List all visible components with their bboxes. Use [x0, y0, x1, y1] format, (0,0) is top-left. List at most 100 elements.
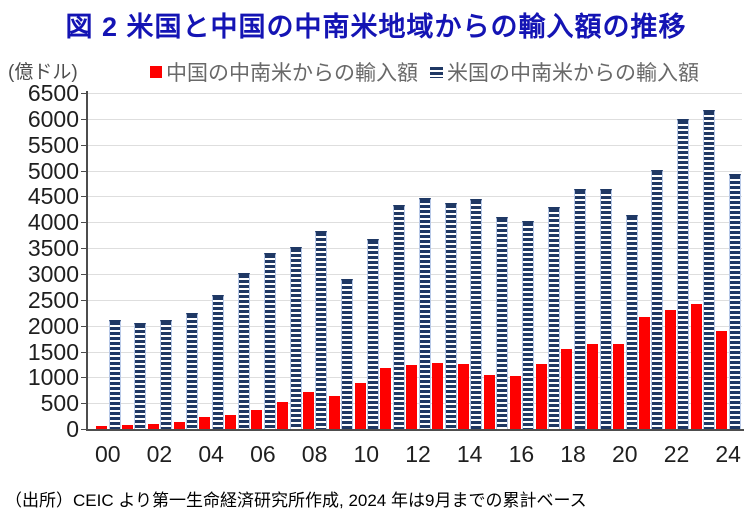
- x-axis-tick-label: 14: [456, 441, 483, 467]
- y-axis-tick-mark: [81, 377, 86, 379]
- y-axis-tick-mark: [81, 273, 86, 275]
- y-axis-tick-label: 4000: [27, 209, 79, 236]
- bar-china-2001: [121, 425, 133, 429]
- plot-area: [88, 93, 742, 429]
- bar-us-2023: [703, 109, 716, 429]
- y-axis-unit-label: (億ドル): [8, 62, 78, 83]
- bar-us-2011: [392, 205, 405, 429]
- bar-china-2024: [716, 331, 728, 429]
- x-axis-tick-label: 06: [250, 441, 276, 467]
- gridline: [88, 325, 742, 327]
- y-axis-tick-mark: [81, 248, 86, 250]
- y-axis-tick-label: 6000: [27, 105, 79, 132]
- x-axis-tick-label: 04: [198, 441, 224, 467]
- legend-label-china: 中国の中南米からの輸入額: [166, 62, 418, 85]
- bar-china-2011: [380, 367, 392, 429]
- chart-legend: 中国の中南米からの輸入額 米国の中南米からの輸入額: [150, 57, 699, 87]
- bar-china-2009: [328, 396, 340, 429]
- bar-us-2015: [496, 217, 509, 429]
- bar-us-2010: [367, 238, 379, 429]
- bar-china-2010: [354, 382, 366, 429]
- y-axis-tick-mark: [81, 93, 86, 94]
- bar-china-2020: [613, 344, 624, 429]
- y-axis-tick-mark: [81, 299, 86, 301]
- bar-china-2019: [587, 344, 599, 429]
- bar-us-2012: [418, 197, 431, 429]
- gridline: [88, 248, 742, 250]
- legend-item-china: 中国の中南米からの輸入額: [150, 57, 418, 87]
- bar-china-2003: [173, 421, 185, 429]
- y-axis-tick-mark: [81, 429, 86, 430]
- chart-title: 図 2 米国と中国の中南米地域からの輸入額の推移: [65, 12, 687, 42]
- bar-us-2018: [573, 189, 586, 429]
- x-axis-tick-label: 22: [663, 441, 690, 467]
- legend-item-us: 米国の中南米からの輸入額: [430, 57, 699, 87]
- bar-us-2007: [289, 246, 302, 429]
- y-axis-tick-mark: [81, 403, 86, 405]
- x-axis-line: [86, 429, 744, 431]
- bar-china-2006: [251, 410, 263, 429]
- bar-us-2021: [651, 169, 664, 429]
- y-axis-tick-label: 1500: [27, 338, 79, 365]
- bar-us-2005: [237, 272, 250, 429]
- source-caption: （出所）CEIC より第一生命経済研究所作成, 2024 年は9月までの累計ベー…: [5, 491, 587, 510]
- us-series-swatch-icon: [430, 66, 443, 78]
- bar-us-2006: [263, 253, 276, 429]
- x-axis-tick-label: 08: [301, 441, 328, 467]
- bar-us-2004: [211, 294, 224, 429]
- y-axis-tick-label: 500: [40, 390, 79, 417]
- gridline: [88, 196, 742, 198]
- x-axis-tick-label: 18: [560, 441, 586, 467]
- gridline: [88, 93, 742, 94]
- bar-china-2000: [96, 425, 107, 429]
- y-axis-tick-label: 4500: [27, 183, 79, 210]
- bar-us-2000: [108, 320, 121, 429]
- gridline: [88, 118, 742, 120]
- bar-china-2013: [432, 363, 444, 429]
- gridline: [88, 222, 742, 224]
- bar-china-2002: [147, 424, 159, 429]
- bar-china-2014: [457, 364, 469, 429]
- bar-us-2013: [444, 202, 457, 429]
- x-axis-tick-label: 12: [405, 441, 431, 467]
- bar-us-2001: [134, 323, 147, 429]
- y-axis-tick-mark: [81, 170, 86, 172]
- bar-china-2023: [690, 304, 702, 429]
- bar-us-2019: [599, 188, 612, 429]
- bar-us-2002: [160, 320, 173, 429]
- bar-us-2022: [677, 118, 690, 429]
- bar-china-2021: [638, 317, 650, 429]
- x-axis-tick-label: 00: [95, 441, 121, 467]
- gridline: [88, 351, 742, 353]
- bar-china-2015: [483, 375, 495, 429]
- y-axis-line: [86, 91, 88, 431]
- bar-us-2009: [341, 279, 354, 429]
- china-series-swatch-icon: [150, 66, 162, 78]
- bar-china-2012: [406, 365, 418, 429]
- bar-china-2017: [535, 364, 547, 429]
- bar-china-2005: [225, 414, 237, 429]
- x-axis-tick-label: 24: [715, 441, 741, 467]
- bar-china-2004: [199, 417, 211, 429]
- x-axis-tick-label: 20: [612, 441, 638, 467]
- bar-china-2008: [302, 391, 314, 429]
- bar-us-2017: [548, 207, 560, 429]
- gridline: [88, 170, 742, 172]
- y-axis-tick-label: 2000: [27, 312, 79, 339]
- y-axis-tick-label: 0: [66, 416, 79, 442]
- gridline: [88, 299, 742, 301]
- bar-us-2008: [315, 230, 328, 429]
- bar-us-2003: [186, 312, 199, 429]
- y-axis-tick-mark: [81, 351, 86, 353]
- y-axis-tick-mark: [81, 118, 86, 120]
- legend-label-us: 米国の中南米からの輸入額: [447, 62, 699, 85]
- y-axis-tick-label: 5500: [27, 131, 79, 158]
- x-axis-tick-label: 02: [146, 441, 173, 467]
- y-axis-tick-mark: [81, 196, 86, 198]
- y-axis-tick-label: 2500: [27, 286, 79, 313]
- y-axis-tick-label: 1000: [27, 364, 79, 391]
- gridline: [88, 144, 742, 146]
- y-axis-tick-label: 5000: [27, 157, 79, 184]
- bar-us-2014: [470, 199, 483, 429]
